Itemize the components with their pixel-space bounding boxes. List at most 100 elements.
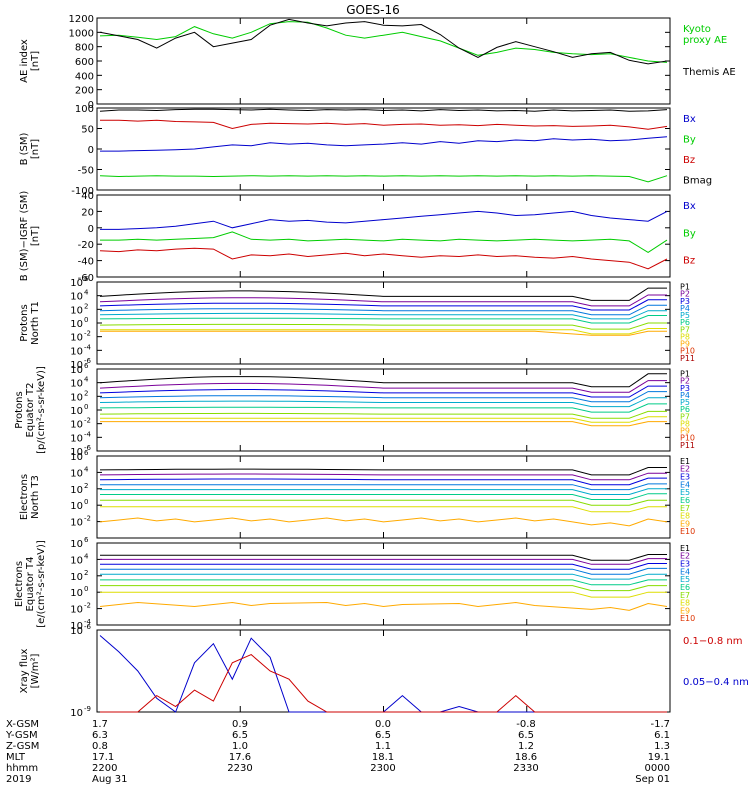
y-tick-label: 10 — [70, 392, 83, 403]
legend-entry: E6 — [680, 583, 690, 592]
series-line — [100, 210, 668, 230]
y-tick-label: 0 — [88, 145, 94, 156]
y-tick-exponent: 6 — [84, 536, 89, 544]
footer-value: -1.7 — [650, 719, 670, 730]
legend-entry: P4 — [680, 304, 690, 313]
legend-entry: 0.1−0.8 nm — [683, 636, 742, 647]
series-line — [100, 579, 667, 586]
legend-entry: E10 — [680, 527, 695, 536]
legend-entry: P9 — [680, 427, 690, 436]
legend-entry: E4 — [680, 480, 690, 489]
series-line — [100, 591, 667, 598]
legend-entry: By — [683, 228, 696, 239]
legend-entry: P4 — [680, 391, 690, 400]
footer-value: 17.6 — [229, 752, 251, 763]
y-tick-exponent: 4 — [84, 552, 89, 560]
y-tick-label: 10 — [70, 539, 83, 550]
y-tick-exponent: 0 — [84, 498, 88, 506]
y-axis-label: Electrons — [14, 561, 25, 607]
legend-entry: E5 — [680, 575, 690, 584]
series-line — [99, 322, 667, 330]
y-tick-label: 10 — [70, 626, 83, 637]
series-line — [100, 330, 667, 336]
footer-value: 2200 — [92, 763, 117, 774]
footer-row-label: hhmm — [6, 763, 38, 774]
series-line — [99, 517, 668, 527]
y-axis-label: Protons — [19, 304, 30, 341]
y-tick-label: 400 — [75, 71, 94, 82]
series-line — [100, 563, 667, 570]
series-line — [100, 231, 668, 253]
y-tick-label: 10 — [70, 588, 83, 599]
series-line — [99, 472, 667, 481]
legend-entry: P8 — [680, 419, 690, 428]
legend-entry: E7 — [680, 591, 690, 600]
footer-value: 1.2 — [518, 741, 534, 752]
panel-8: Xray flux [W/m²]10 -910 -60.1−0.8 nm0.05−0.… — [19, 623, 749, 719]
footer-value: 6.3 — [92, 730, 108, 741]
legend-entry: Bx — [683, 201, 696, 212]
legend-entry: P5 — [680, 398, 690, 407]
y-tick-label: 10 — [70, 621, 83, 632]
y-axis-label: [nT] — [30, 226, 41, 246]
legend-entry: P3 — [680, 297, 690, 306]
footer-value: 2230 — [227, 763, 252, 774]
footer-value: 6.5 — [518, 730, 534, 741]
legend-entry: P6 — [680, 405, 690, 414]
series-line — [100, 554, 667, 561]
y-tick-label: 10 — [70, 605, 83, 616]
legend-entry: P6 — [680, 318, 690, 327]
legend-entry: P3 — [680, 384, 690, 393]
series-line — [99, 287, 667, 301]
footer-value: 6.5 — [232, 730, 248, 741]
legend-entry: P10 — [680, 434, 695, 443]
series-line — [99, 247, 668, 270]
y-tick-exponent: -6 — [84, 623, 92, 631]
y-axis-label: [W/m²] — [30, 653, 41, 688]
footer-value: 17.1 — [92, 752, 114, 763]
legend-entry: E4 — [680, 567, 690, 576]
y-axis-label: North T3 — [30, 475, 41, 519]
y-tick-label: 10 — [70, 346, 83, 357]
legend-entry: E7 — [680, 504, 690, 513]
y-axis-label: [p/(cm²-s-sr-keV)] — [36, 366, 47, 454]
y-tick-label: 10 — [70, 708, 83, 719]
series-line — [99, 373, 667, 388]
legend-entry: Themis AE — [682, 67, 736, 78]
y-tick-label: 1000 — [69, 28, 94, 39]
legend-entry: P8 — [680, 332, 690, 341]
panel-frame — [96, 455, 671, 539]
y-tick-exponent: 6 — [84, 275, 89, 283]
y-tick-label: 10 — [70, 518, 83, 529]
legend-entry: P1 — [680, 370, 690, 379]
panel-1: AE index [nT] 0 200 400 600 800 1000 1200 Kyotopr… — [19, 14, 736, 111]
footer-value: 0000 — [645, 763, 670, 774]
footer-value: -0.8 — [516, 719, 536, 730]
series-line — [99, 315, 667, 324]
legend-entry: E10 — [680, 614, 695, 623]
legend-entry: E1 — [680, 457, 690, 466]
footer-row-label: MLT — [6, 752, 26, 763]
y-tick-exponent: 4 — [84, 465, 89, 473]
footer-value: 1.0 — [232, 741, 248, 752]
y-tick-exponent: 2 — [84, 389, 88, 397]
y-tick-label: 10 — [70, 319, 83, 330]
series-line — [99, 635, 667, 713]
series-line — [99, 601, 668, 611]
panel-frame — [96, 17, 671, 105]
y-axis-label: B (SM)−IGRF (SM) — [19, 191, 30, 282]
legend-entry: P9 — [680, 340, 690, 349]
y-tick-exponent: 0 — [84, 585, 88, 593]
footer-value: 1.3 — [654, 741, 670, 752]
ephemeris-footer: X-GSM 1.7 0.9 0.0 -0.8 -1.7 Y-GSM 6.3 6.5 6.5 6.5 6… — [5, 719, 670, 785]
legend-entry: Bz — [683, 256, 695, 267]
series-line — [100, 585, 667, 592]
y-tick-exponent: -2 — [84, 330, 91, 338]
y-tick-exponent: -4 — [84, 430, 92, 438]
panel-2: B (SM) [nT] -100 -50 0 50 100 Bx By Bz Bmag — [19, 104, 712, 197]
legend-entry: E8 — [680, 599, 690, 608]
y-tick-exponent: 6 — [84, 449, 89, 457]
footer-row-label: X-GSM — [6, 719, 39, 730]
y-tick-exponent: 2 — [84, 302, 88, 310]
footer-value: 2330 — [513, 763, 538, 774]
